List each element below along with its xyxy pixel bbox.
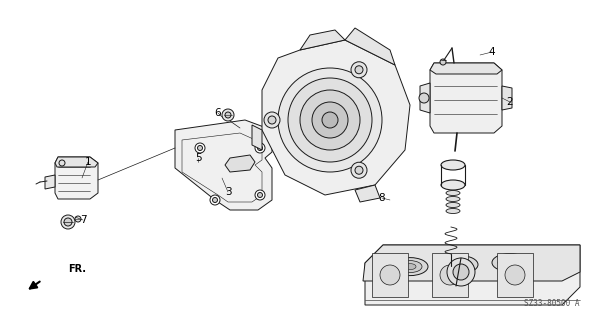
Ellipse shape	[446, 190, 460, 196]
Circle shape	[59, 160, 65, 166]
Text: FR.: FR.	[68, 264, 86, 274]
Text: 3: 3	[225, 187, 231, 197]
Circle shape	[196, 157, 202, 163]
Circle shape	[225, 112, 231, 118]
Text: 6: 6	[215, 108, 222, 118]
Polygon shape	[300, 30, 345, 50]
Circle shape	[300, 90, 360, 150]
Circle shape	[355, 66, 363, 74]
Polygon shape	[365, 245, 580, 305]
Text: 7: 7	[79, 215, 86, 225]
Polygon shape	[372, 253, 408, 297]
Circle shape	[440, 265, 460, 285]
Ellipse shape	[404, 264, 416, 269]
Circle shape	[458, 271, 464, 277]
Circle shape	[213, 197, 217, 203]
Polygon shape	[497, 253, 533, 297]
Circle shape	[351, 162, 367, 178]
Polygon shape	[55, 157, 98, 167]
Polygon shape	[430, 63, 502, 133]
Circle shape	[255, 143, 265, 153]
Ellipse shape	[446, 203, 460, 207]
Text: 5: 5	[194, 153, 201, 163]
Ellipse shape	[398, 260, 422, 273]
Polygon shape	[252, 125, 262, 150]
Circle shape	[351, 62, 367, 78]
Polygon shape	[175, 120, 272, 210]
Text: 1: 1	[85, 157, 92, 167]
Ellipse shape	[504, 260, 516, 266]
Circle shape	[355, 166, 363, 174]
Ellipse shape	[446, 196, 460, 202]
Circle shape	[419, 93, 429, 103]
Ellipse shape	[498, 257, 522, 268]
Circle shape	[455, 268, 467, 280]
Circle shape	[312, 102, 348, 138]
Polygon shape	[363, 245, 580, 281]
Polygon shape	[355, 185, 380, 202]
Polygon shape	[345, 28, 395, 65]
Circle shape	[322, 112, 338, 128]
Circle shape	[197, 146, 202, 150]
Circle shape	[447, 258, 475, 286]
Polygon shape	[420, 83, 430, 113]
Circle shape	[268, 116, 276, 124]
Circle shape	[210, 195, 220, 205]
Polygon shape	[430, 63, 502, 74]
Circle shape	[440, 59, 446, 65]
Ellipse shape	[454, 262, 466, 268]
Circle shape	[380, 265, 400, 285]
Text: 4: 4	[489, 47, 495, 57]
Circle shape	[222, 109, 234, 121]
Circle shape	[288, 78, 372, 162]
Polygon shape	[45, 175, 55, 189]
Text: 2: 2	[507, 97, 514, 107]
Ellipse shape	[392, 258, 428, 276]
Circle shape	[264, 112, 280, 128]
Circle shape	[255, 190, 265, 200]
Text: 8: 8	[379, 193, 385, 203]
Ellipse shape	[441, 180, 465, 190]
Circle shape	[505, 265, 525, 285]
Polygon shape	[502, 86, 512, 110]
Circle shape	[195, 143, 205, 153]
Ellipse shape	[448, 259, 472, 271]
Circle shape	[61, 215, 75, 229]
Ellipse shape	[441, 160, 465, 170]
Circle shape	[258, 193, 262, 197]
Circle shape	[278, 68, 382, 172]
Circle shape	[453, 264, 469, 280]
Ellipse shape	[442, 256, 478, 274]
Circle shape	[75, 216, 81, 222]
Polygon shape	[432, 253, 468, 297]
Circle shape	[64, 218, 72, 226]
Polygon shape	[225, 155, 255, 172]
Polygon shape	[262, 40, 410, 195]
Circle shape	[258, 146, 262, 150]
Polygon shape	[192, 150, 206, 170]
Text: SZ33-80500 A: SZ33-80500 A	[524, 299, 580, 308]
Polygon shape	[444, 262, 472, 286]
Ellipse shape	[446, 209, 460, 213]
Polygon shape	[55, 157, 98, 199]
Ellipse shape	[492, 253, 528, 272]
